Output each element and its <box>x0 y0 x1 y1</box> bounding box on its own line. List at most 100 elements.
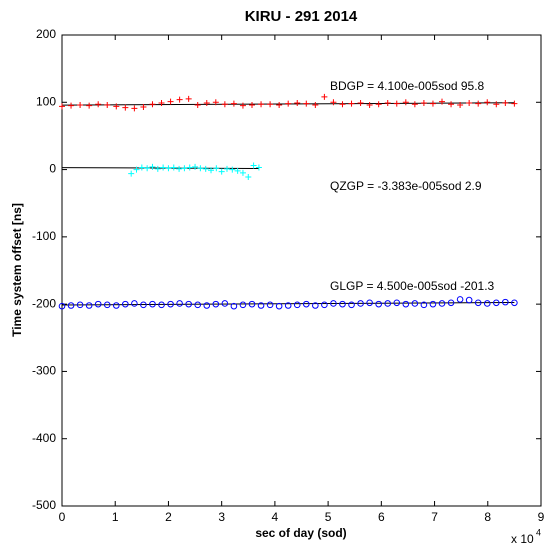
chart-title: KIRU - 291 2014 <box>245 8 358 25</box>
point <box>94 300 102 308</box>
point <box>229 166 236 173</box>
point <box>59 103 65 110</box>
point <box>348 301 355 309</box>
point <box>493 101 500 108</box>
point <box>234 167 241 174</box>
point <box>140 301 147 309</box>
y-tick-label: 0 <box>49 162 56 176</box>
point <box>186 164 193 171</box>
point <box>402 99 409 106</box>
point <box>104 101 111 108</box>
y-axis-label: Time system offset [ns] <box>10 203 24 337</box>
x-tick-label: 4 <box>272 510 279 524</box>
x-tick-label: 7 <box>431 510 438 524</box>
point <box>348 100 355 107</box>
point <box>113 103 120 110</box>
point <box>192 163 199 170</box>
point <box>375 300 382 308</box>
point <box>293 301 301 309</box>
point <box>393 100 400 107</box>
point <box>457 101 464 108</box>
point <box>131 300 138 307</box>
point <box>154 165 161 172</box>
annotation: GLGP = 4.500e-005sod -201.3 <box>330 279 495 293</box>
point <box>384 99 391 106</box>
point <box>511 299 518 307</box>
y-tick-label: -400 <box>32 431 56 445</box>
point <box>312 302 319 309</box>
point <box>284 302 292 309</box>
x-tick-label: 9 <box>538 510 545 524</box>
point <box>122 300 129 308</box>
point <box>67 302 75 309</box>
point <box>266 301 274 309</box>
x-tick-label: 3 <box>218 510 225 524</box>
point <box>165 165 172 172</box>
point <box>86 102 93 109</box>
plot-frame <box>61 34 542 507</box>
point <box>411 101 418 108</box>
point <box>160 164 167 171</box>
point <box>221 101 228 108</box>
point <box>185 300 192 308</box>
point <box>511 100 518 107</box>
x-tick-label: 5 <box>325 510 332 524</box>
point <box>303 100 310 107</box>
point <box>131 105 138 112</box>
point <box>411 300 419 307</box>
point <box>357 99 364 106</box>
point <box>230 100 237 107</box>
point <box>474 299 482 307</box>
point <box>95 101 102 108</box>
point <box>194 101 201 108</box>
point <box>133 166 140 173</box>
point <box>112 302 120 309</box>
point <box>158 301 165 309</box>
point <box>312 101 319 108</box>
point <box>302 300 310 308</box>
point <box>484 99 491 106</box>
point <box>502 298 509 306</box>
point <box>221 300 229 307</box>
point <box>103 301 111 309</box>
point <box>58 302 66 310</box>
point <box>321 93 328 100</box>
x-exponent-base: x 10 <box>511 532 534 546</box>
point <box>185 95 192 102</box>
point <box>202 165 209 172</box>
point <box>223 165 230 172</box>
point <box>456 296 464 303</box>
point <box>85 302 93 309</box>
point <box>402 300 410 308</box>
point <box>239 169 246 176</box>
point <box>149 300 156 308</box>
x-tick-label: 2 <box>165 510 172 524</box>
x-tick-label: 1 <box>112 510 119 524</box>
point <box>218 168 225 175</box>
point <box>149 163 156 170</box>
point <box>339 300 346 308</box>
point <box>128 170 135 177</box>
point <box>167 300 174 308</box>
annotation: BDGP = 4.100e-005sod 95.8 <box>330 79 485 93</box>
point <box>439 98 446 105</box>
y-tick-label: -100 <box>32 229 56 243</box>
point <box>267 101 274 108</box>
point <box>366 101 373 108</box>
point <box>447 299 455 307</box>
point <box>258 101 265 108</box>
point <box>149 101 156 108</box>
point <box>212 300 220 308</box>
point <box>176 165 183 172</box>
point <box>475 100 482 107</box>
point <box>429 300 437 308</box>
point <box>76 301 84 309</box>
point <box>321 301 328 309</box>
point <box>483 300 491 307</box>
point <box>77 101 84 108</box>
point <box>194 301 202 309</box>
point <box>384 300 392 307</box>
point <box>357 300 364 307</box>
y-tick-label: 200 <box>36 27 56 41</box>
point <box>170 164 177 171</box>
